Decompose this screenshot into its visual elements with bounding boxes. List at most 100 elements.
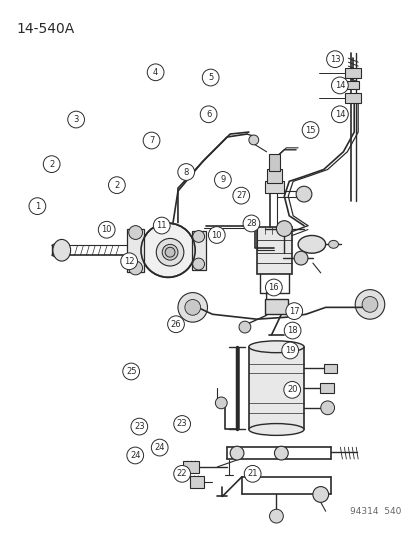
Circle shape	[43, 156, 60, 173]
Ellipse shape	[328, 240, 338, 248]
Text: 17: 17	[288, 306, 299, 316]
Circle shape	[274, 446, 287, 460]
Bar	[268, 154, 280, 172]
Circle shape	[68, 111, 84, 128]
Circle shape	[242, 215, 259, 232]
Bar	[256, 227, 292, 274]
Circle shape	[208, 227, 225, 244]
Circle shape	[230, 446, 243, 460]
Circle shape	[153, 217, 170, 234]
Circle shape	[178, 293, 207, 322]
Text: 26: 26	[170, 320, 181, 329]
Circle shape	[147, 64, 164, 80]
Ellipse shape	[162, 244, 178, 260]
Text: 20: 20	[286, 385, 297, 394]
Bar	[266, 169, 282, 183]
Bar	[264, 300, 287, 314]
Circle shape	[126, 447, 143, 464]
Text: 7: 7	[149, 136, 154, 145]
Circle shape	[151, 439, 168, 456]
Circle shape	[354, 289, 384, 319]
Text: 24: 24	[130, 451, 140, 460]
Text: 2: 2	[49, 160, 54, 168]
Circle shape	[202, 69, 218, 86]
Text: 12: 12	[123, 257, 134, 266]
Text: 27: 27	[235, 191, 246, 200]
Bar	[248, 347, 303, 430]
Circle shape	[281, 342, 298, 359]
Ellipse shape	[156, 238, 183, 266]
Ellipse shape	[295, 186, 311, 202]
Circle shape	[320, 401, 334, 415]
Circle shape	[165, 247, 175, 257]
Circle shape	[178, 164, 194, 180]
Text: 24: 24	[154, 443, 164, 452]
Circle shape	[98, 221, 115, 238]
Bar	[189, 476, 203, 488]
Text: 22: 22	[176, 470, 187, 478]
Circle shape	[131, 418, 147, 435]
Circle shape	[238, 321, 250, 333]
Circle shape	[269, 509, 282, 523]
Text: 14: 14	[334, 110, 344, 119]
Circle shape	[123, 363, 139, 380]
Ellipse shape	[248, 424, 303, 435]
Circle shape	[312, 487, 328, 503]
Text: 8: 8	[183, 167, 188, 176]
Circle shape	[361, 296, 377, 312]
Bar	[183, 461, 198, 473]
Circle shape	[244, 465, 260, 482]
Ellipse shape	[53, 239, 71, 261]
Circle shape	[276, 221, 292, 237]
Circle shape	[192, 231, 204, 243]
Text: 94314  540: 94314 540	[349, 507, 401, 516]
Text: 25: 25	[126, 367, 136, 376]
Text: 23: 23	[134, 422, 144, 431]
Text: 14-540A: 14-540A	[17, 22, 74, 36]
Circle shape	[173, 416, 190, 432]
Text: 1: 1	[35, 201, 40, 211]
Text: 11: 11	[156, 221, 166, 230]
Text: 10: 10	[211, 230, 221, 239]
Text: 14: 14	[334, 81, 344, 90]
Circle shape	[192, 258, 204, 270]
Circle shape	[108, 177, 125, 193]
Text: 5: 5	[208, 73, 213, 82]
Circle shape	[285, 303, 302, 319]
Circle shape	[29, 198, 46, 214]
Ellipse shape	[141, 223, 195, 277]
Circle shape	[173, 465, 190, 482]
Text: 16: 16	[268, 283, 278, 292]
Text: 28: 28	[245, 219, 256, 228]
Circle shape	[143, 132, 159, 149]
Circle shape	[248, 135, 258, 145]
Circle shape	[331, 77, 347, 94]
Text: 4: 4	[153, 68, 158, 77]
Circle shape	[215, 397, 227, 409]
Text: 19: 19	[284, 346, 295, 355]
Circle shape	[326, 51, 342, 68]
Text: 3: 3	[73, 115, 78, 124]
Text: 23: 23	[176, 419, 187, 429]
Circle shape	[121, 253, 137, 270]
Circle shape	[184, 300, 200, 315]
Text: 10: 10	[101, 225, 112, 235]
Bar	[323, 364, 337, 373]
Text: 6: 6	[205, 110, 211, 119]
Text: 18: 18	[287, 326, 297, 335]
Bar	[347, 81, 358, 89]
Circle shape	[265, 279, 282, 296]
Bar	[319, 383, 333, 393]
Circle shape	[128, 261, 142, 275]
Ellipse shape	[297, 236, 325, 253]
Text: 13: 13	[329, 55, 339, 63]
Bar	[344, 68, 360, 78]
Circle shape	[214, 172, 231, 188]
Circle shape	[301, 122, 318, 139]
Circle shape	[232, 187, 249, 204]
Bar	[264, 181, 284, 193]
Text: 15: 15	[304, 126, 315, 134]
Text: 9: 9	[220, 175, 225, 184]
Circle shape	[167, 316, 184, 333]
Ellipse shape	[248, 341, 303, 353]
